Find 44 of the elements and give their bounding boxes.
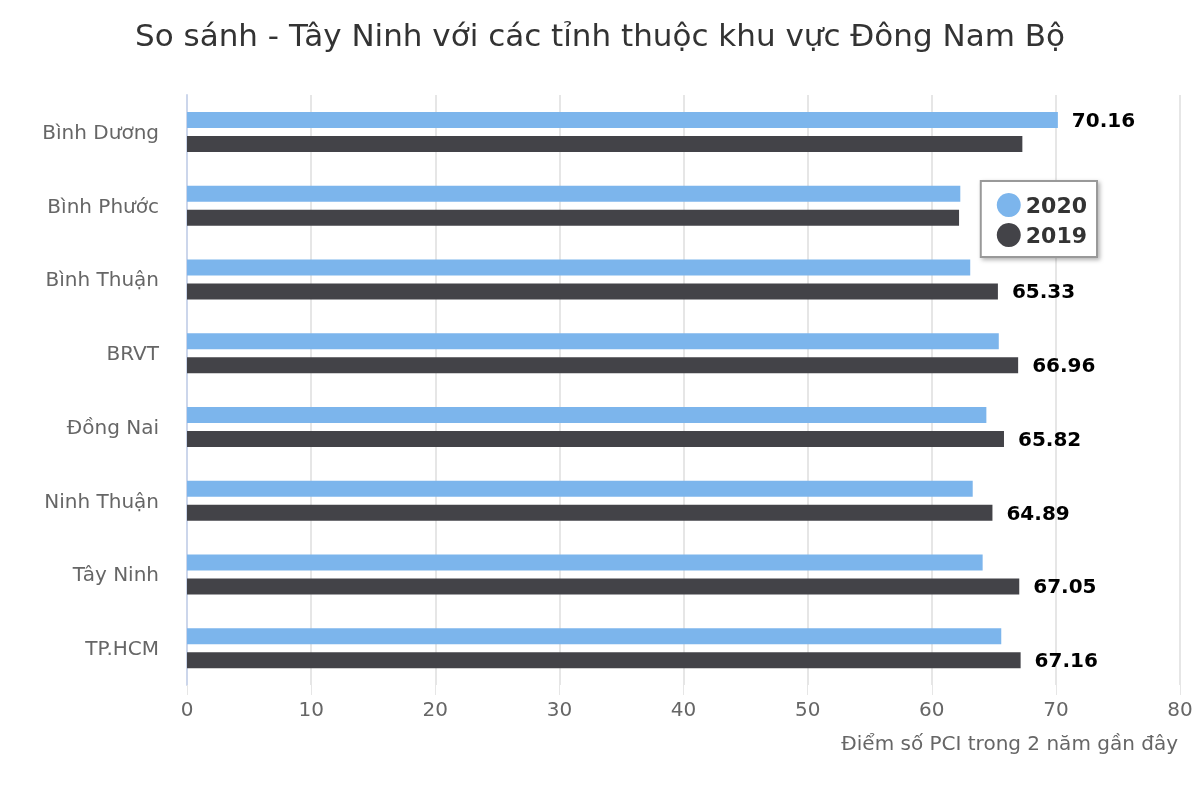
data-label: 65.33	[1011, 279, 1076, 304]
x-tick-label: 60	[919, 697, 945, 721]
bar	[187, 111, 1058, 128]
y-tick-label: TP.HCM	[84, 636, 159, 661]
x-tick-label: 80	[1167, 697, 1193, 721]
legend-label: 2019	[1025, 222, 1087, 248]
bar	[187, 185, 961, 202]
bar	[187, 357, 1019, 374]
bar	[187, 406, 987, 423]
data-label: 70.16	[1071, 107, 1136, 132]
bar	[187, 554, 983, 571]
data-label: 65.82	[1017, 426, 1082, 451]
bar	[187, 652, 1021, 669]
y-tick-label: BRVT	[106, 341, 160, 366]
bar	[187, 259, 971, 276]
legend-label: 2020	[1025, 192, 1087, 218]
x-tick-label: 0	[180, 697, 194, 721]
y-tick-label: Bình Dương	[42, 119, 159, 144]
x-tick-label: 30	[546, 697, 573, 721]
y-tick-label: Ninh Thuận	[44, 488, 159, 513]
x-tick-label: 50	[794, 697, 821, 721]
chart-title: So sánh - Tây Ninh với các tỉnh thuộc khu vực Đông Nam Bộ	[135, 16, 1065, 53]
bar	[187, 480, 973, 497]
bar	[187, 430, 1004, 447]
bar	[187, 283, 998, 300]
bar	[187, 333, 999, 350]
data-label: 67.05	[1033, 574, 1097, 599]
bar	[187, 628, 1002, 645]
x-axis-title: Điểm số PCI trong 2 năm gần đây	[841, 731, 1179, 755]
data-label: 67.16	[1034, 648, 1098, 673]
bar	[187, 209, 960, 226]
y-tick-label: Bình Thuận	[45, 267, 159, 292]
y-tick-label: Bình Phước	[47, 193, 159, 218]
data-label: 64.89	[1006, 500, 1070, 525]
bar	[187, 504, 993, 521]
x-tick-label: 20	[422, 697, 448, 721]
x-tick-label: 40	[670, 697, 697, 721]
y-tick-label: Đồng Nai	[66, 414, 159, 439]
x-tick-label: 70	[1043, 697, 1069, 721]
y-tick-label: Tây Ninh	[71, 562, 159, 587]
x-tick-label: 10	[298, 697, 324, 721]
bar	[187, 135, 1023, 152]
bar	[187, 578, 1020, 595]
data-label: 66.96	[1032, 353, 1096, 378]
